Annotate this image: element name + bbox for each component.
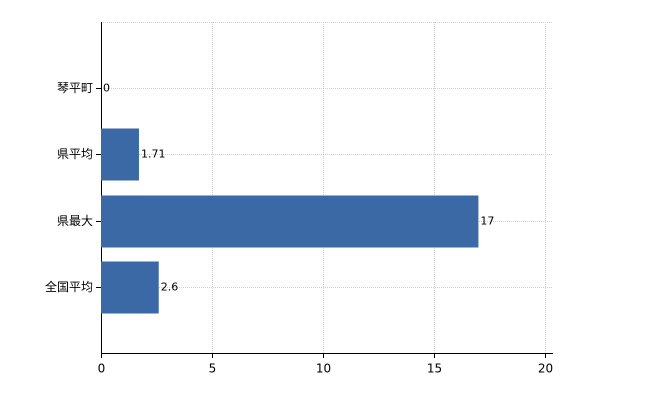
value-label: 2.6 bbox=[161, 281, 179, 294]
x-tick-label: 15 bbox=[427, 362, 442, 376]
x-tick-label: 5 bbox=[209, 362, 217, 376]
bar bbox=[101, 261, 159, 314]
value-label: 1.71 bbox=[141, 148, 166, 161]
bar bbox=[101, 195, 479, 248]
x-tick-label: 0 bbox=[98, 362, 106, 376]
bar bbox=[101, 128, 139, 181]
y-tick-label: 全国平均 bbox=[45, 279, 93, 294]
x-tick-label: 10 bbox=[316, 362, 331, 376]
value-label: 17 bbox=[480, 215, 494, 228]
y-tick-label: 県平均 bbox=[57, 147, 93, 161]
value-label: 0 bbox=[103, 82, 110, 95]
y-tick-label: 琴平町 bbox=[57, 81, 93, 95]
x-tick-label: 20 bbox=[538, 362, 553, 376]
y-tick-label: 県最大 bbox=[57, 214, 93, 228]
